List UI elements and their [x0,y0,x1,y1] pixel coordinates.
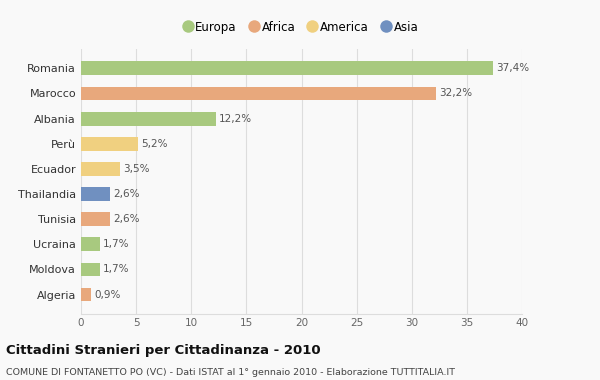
Legend: Europa, Africa, America, Asia: Europa, Africa, America, Asia [185,21,418,34]
Text: 37,4%: 37,4% [497,63,530,73]
Text: Cittadini Stranieri per Cittadinanza - 2010: Cittadini Stranieri per Cittadinanza - 2… [6,344,320,357]
Bar [81,137,139,150]
Text: 2,6%: 2,6% [113,214,139,224]
Text: 12,2%: 12,2% [219,114,252,124]
Bar [81,112,215,125]
Bar [81,288,91,301]
Bar [81,187,110,201]
Text: 2,6%: 2,6% [113,189,139,199]
Text: COMUNE DI FONTANETTO PO (VC) - Dati ISTAT al 1° gennaio 2010 - Elaborazione TUTT: COMUNE DI FONTANETTO PO (VC) - Dati ISTA… [6,368,455,377]
Bar [81,212,110,226]
Text: 32,2%: 32,2% [439,89,472,98]
Text: 3,5%: 3,5% [123,164,149,174]
Bar [81,87,436,100]
Text: 0,9%: 0,9% [94,290,121,299]
Bar [81,62,493,75]
Bar [81,162,119,176]
Text: 1,7%: 1,7% [103,264,130,274]
Text: 5,2%: 5,2% [142,139,168,149]
Bar [81,238,100,251]
Text: 1,7%: 1,7% [103,239,130,249]
Bar [81,263,100,276]
